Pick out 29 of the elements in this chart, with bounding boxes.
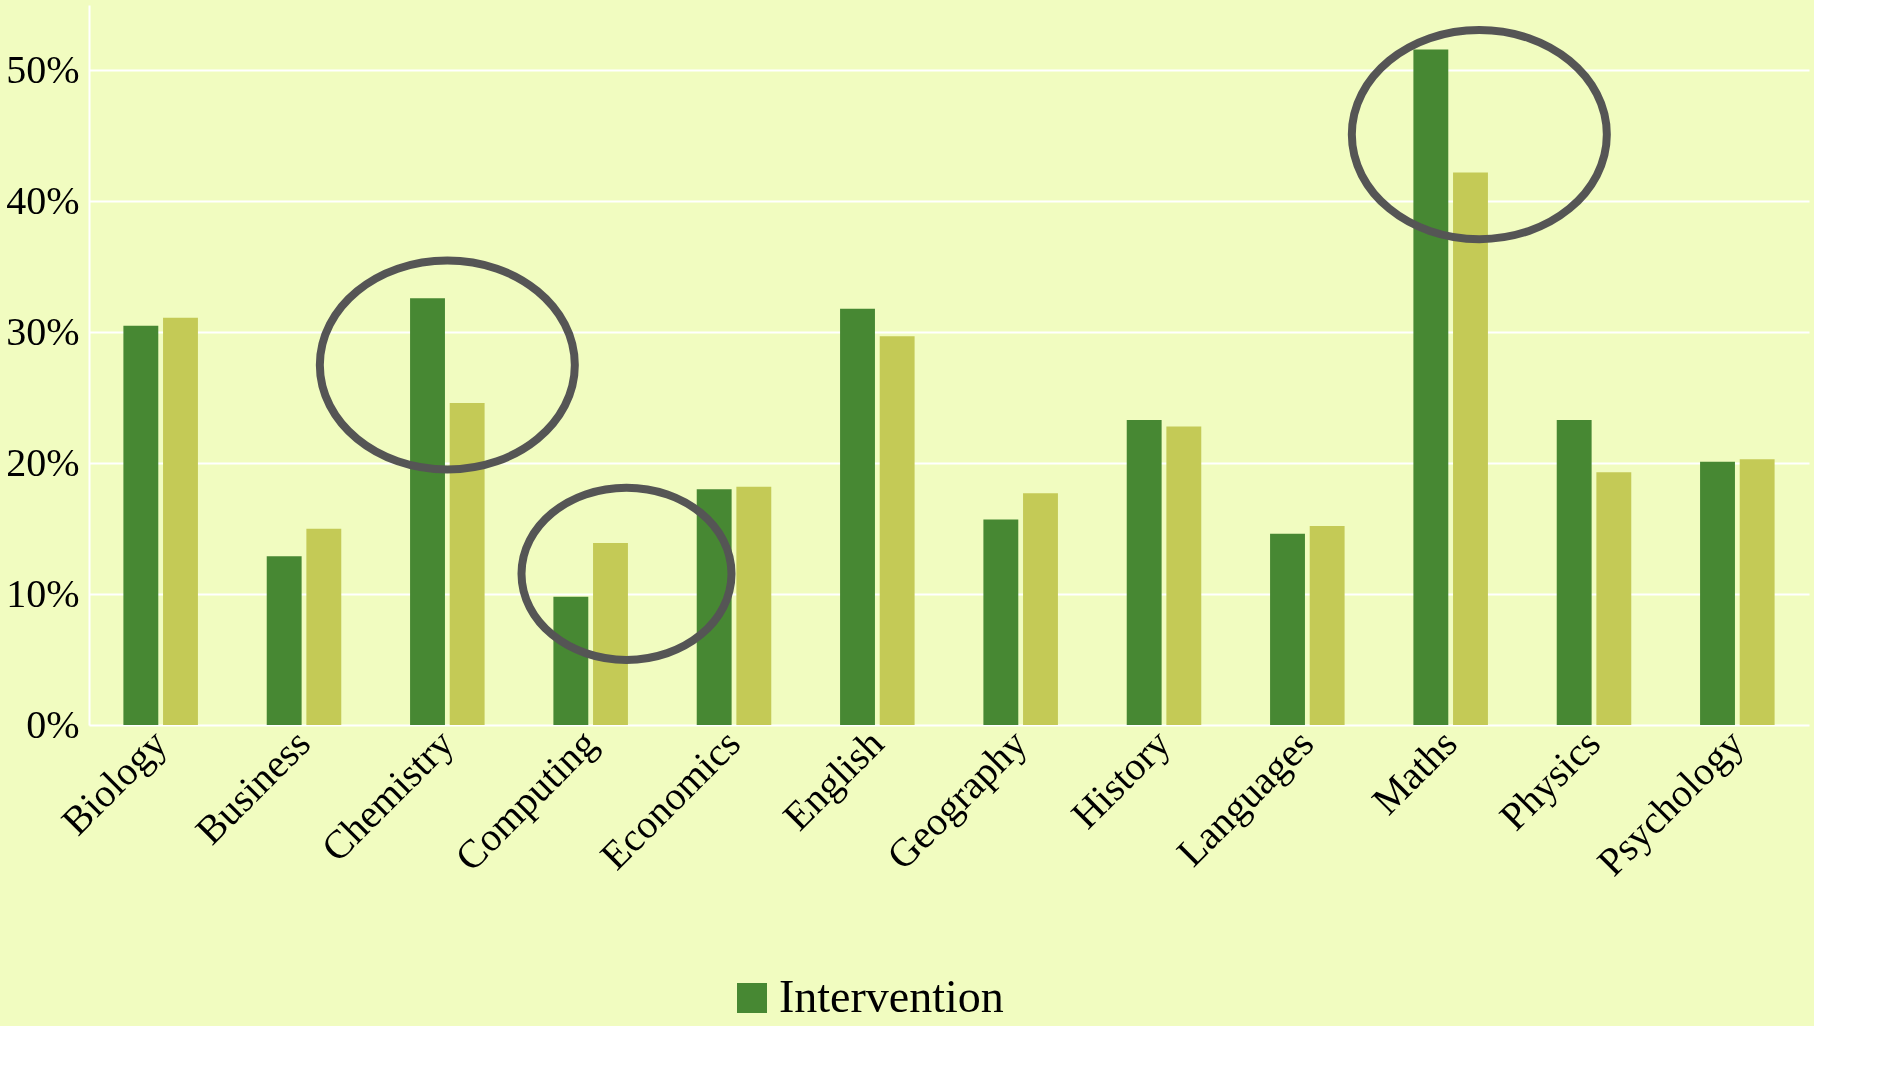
bar [266,556,302,725]
bar [736,486,772,725]
bar [1126,419,1162,725]
bar [410,298,445,725]
bar [123,325,159,725]
bar [1023,493,1058,725]
bar [1556,419,1592,725]
bar [163,317,198,725]
bar [593,543,628,725]
bar [1166,426,1202,725]
bar [983,519,1019,725]
bar [553,596,589,725]
y-tick-label: 10% [6,570,80,616]
bar [879,336,915,725]
bar [1413,49,1449,725]
bar [1700,461,1735,725]
y-tick-label: 50% [6,46,80,92]
bar [840,308,875,725]
y-tick-label: 20% [6,439,80,485]
bar [1309,526,1345,725]
bar [1270,533,1305,725]
bar [1739,459,1775,725]
legend-label: Intervention [779,971,1004,1022]
bar [1596,472,1632,725]
bar [449,402,485,725]
y-tick-label: 40% [6,177,80,223]
bar [1453,172,1488,725]
y-tick-label: 30% [6,308,80,354]
bar [306,528,342,725]
